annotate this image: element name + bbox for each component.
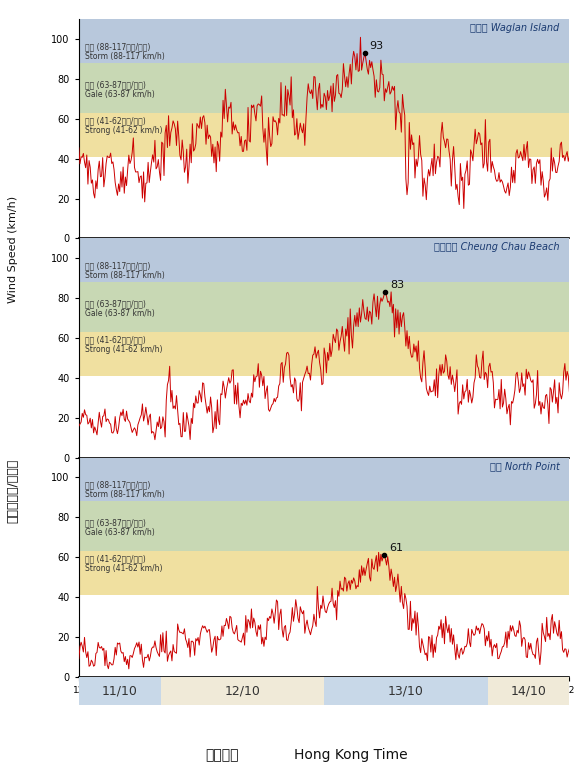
Text: 12/10: 12/10 [224, 684, 260, 697]
Text: Strong (41-62 km/h): Strong (41-62 km/h) [85, 345, 162, 354]
Text: 横瀾島 Waglan Island: 横瀾島 Waglan Island [470, 23, 559, 33]
Text: 暴風 (88-117公里/小時): 暴風 (88-117公里/小時) [85, 42, 150, 51]
Text: Strong (41-62 km/h): Strong (41-62 km/h) [85, 564, 162, 573]
Text: 11/10: 11/10 [102, 684, 138, 697]
Text: 烈風 (63-87公里/小時): 烈風 (63-87公里/小時) [85, 299, 145, 308]
Text: 烈風 (63-87公里/小時): 烈風 (63-87公里/小時) [85, 518, 145, 527]
Text: 14/10: 14/10 [510, 684, 547, 697]
Text: 93: 93 [370, 41, 384, 51]
Bar [79, 238, 569, 282]
Bar [79, 502, 569, 551]
Text: Gale (63-87 km/h): Gale (63-87 km/h) [85, 309, 155, 318]
Text: 香港時間: 香港時間 [205, 748, 239, 762]
Bar [79, 332, 569, 376]
Bar [79, 19, 569, 63]
Text: 烈風 (63-87公里/小時): 烈風 (63-87公里/小時) [85, 80, 145, 89]
Text: Hong Kong Time: Hong Kong Time [294, 748, 407, 762]
Text: 強風 (41-62公里/小時): 強風 (41-62公里/小時) [85, 116, 145, 125]
Text: Storm (88-117 km/h): Storm (88-117 km/h) [85, 490, 165, 499]
Text: Storm (88-117 km/h): Storm (88-117 km/h) [85, 271, 165, 280]
Bar [79, 551, 569, 595]
Text: Storm (88-117 km/h): Storm (88-117 km/h) [85, 52, 165, 62]
Bar [79, 282, 569, 332]
Text: 暴風 (88-117公里/小時): 暴風 (88-117公里/小時) [85, 261, 150, 270]
Bar [79, 113, 569, 157]
Text: 61: 61 [389, 543, 403, 553]
Text: 暴風 (88-117公里/小時): 暴風 (88-117公里/小時) [85, 481, 150, 489]
Text: 北角 North Point: 北角 North Point [490, 461, 559, 471]
Bar [79, 63, 569, 113]
Text: Strong (41-62 km/h): Strong (41-62 km/h) [85, 126, 162, 135]
Bar [324, 676, 488, 705]
Bar [79, 457, 569, 502]
Bar [79, 676, 161, 705]
Text: 83: 83 [390, 280, 404, 291]
Text: 13/10: 13/10 [388, 684, 424, 697]
Text: 長洲泳灘 Cheung Chau Beach: 長洲泳灘 Cheung Chau Beach [434, 241, 559, 252]
Bar [488, 676, 569, 705]
Text: 強風 (41-62公里/小時): 強風 (41-62公里/小時) [85, 554, 145, 563]
Text: Wind Speed (km/h): Wind Speed (km/h) [8, 196, 18, 303]
Text: Gale (63-87 km/h): Gale (63-87 km/h) [85, 528, 155, 538]
Bar [161, 676, 324, 705]
Text: 強風 (41-62公里/小時): 強風 (41-62公里/小時) [85, 335, 145, 344]
Text: Gale (63-87 km/h): Gale (63-87 km/h) [85, 90, 155, 99]
Text: 風速（公里/小時）: 風速（公里/小時） [6, 459, 19, 523]
